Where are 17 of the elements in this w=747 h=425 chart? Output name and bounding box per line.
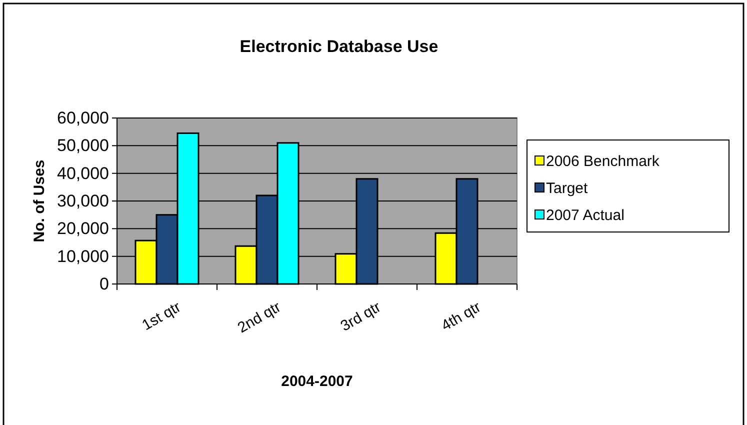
y-tick-label: 40,000: [57, 164, 109, 183]
x-tick-label: 3rd qtr: [338, 298, 384, 335]
y-tick-label: 10,000: [57, 246, 109, 266]
legend-label: Target: [546, 180, 589, 197]
y-axis-title: No. of Uses: [31, 160, 48, 242]
y-tick-label: 20,000: [57, 219, 109, 238]
chart-title: Electronic Database Use: [240, 37, 438, 56]
y-tick-label: 0: [100, 274, 109, 294]
legend-label: 2006 Benchmark: [546, 153, 660, 170]
x-tick-label: 2nd qtr: [234, 298, 284, 337]
y-tick-label: 60,000: [57, 108, 109, 128]
x-axis-title: 2004-2007: [281, 373, 353, 390]
x-tick-label: 1st qtr: [139, 298, 184, 334]
y-tick-label: 50,000: [57, 136, 109, 156]
y-tick-label: 30,000: [57, 191, 109, 210]
legend-label: 2007 Actual: [546, 207, 624, 224]
x-tick-label: 4th qtr: [438, 298, 484, 335]
